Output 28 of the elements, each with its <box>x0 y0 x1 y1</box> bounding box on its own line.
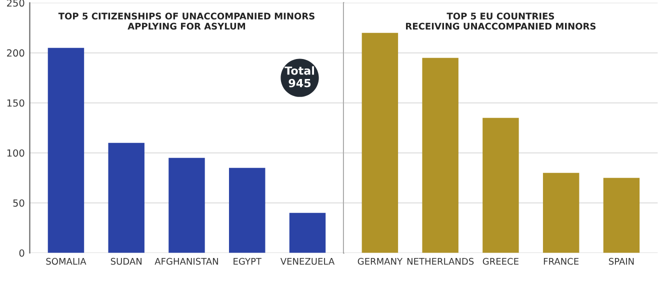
x-tick-label: FRANCE <box>544 258 579 265</box>
y-tick-label: 50 <box>13 199 24 207</box>
bar <box>168 158 205 253</box>
bar <box>229 168 266 253</box>
bar <box>603 178 640 253</box>
bar <box>542 172 580 253</box>
x-tick-label: GERMANY <box>358 258 403 265</box>
bar <box>108 142 144 253</box>
x-tick-label: SUDAN <box>110 258 142 265</box>
bar <box>289 212 326 253</box>
y-tick-label: 100 <box>7 149 24 157</box>
x-tick-label: SPAIN <box>608 258 634 265</box>
bar <box>362 32 398 253</box>
x-tick-label: NETHERLANDS <box>407 258 474 265</box>
y-tick-label: 0 <box>19 249 24 257</box>
text: TOP 5 EU COUNTRIES RECEIVING UNACCOMPANIED MINORS <box>406 12 596 30</box>
x-tick-label: VENEZUELA <box>280 258 335 265</box>
text: TOP 5 CITIZENSHIPS OF UNACCOMPANIED MINORS APPLYING FOR ASYLUM <box>58 12 314 30</box>
x-tick-label: EGYPT <box>234 258 262 265</box>
x-tick-label: GREECE <box>482 258 518 265</box>
x-tick-label: SOMALIA <box>46 258 86 265</box>
annotation: Total 945 <box>284 66 314 88</box>
y-tick-label: 150 <box>7 99 24 107</box>
bar <box>482 118 519 253</box>
y-tick-label: 200 <box>7 49 24 57</box>
bar <box>48 48 84 253</box>
x-tick-label: AFGHANISTAN <box>154 258 218 265</box>
bar <box>422 58 458 253</box>
